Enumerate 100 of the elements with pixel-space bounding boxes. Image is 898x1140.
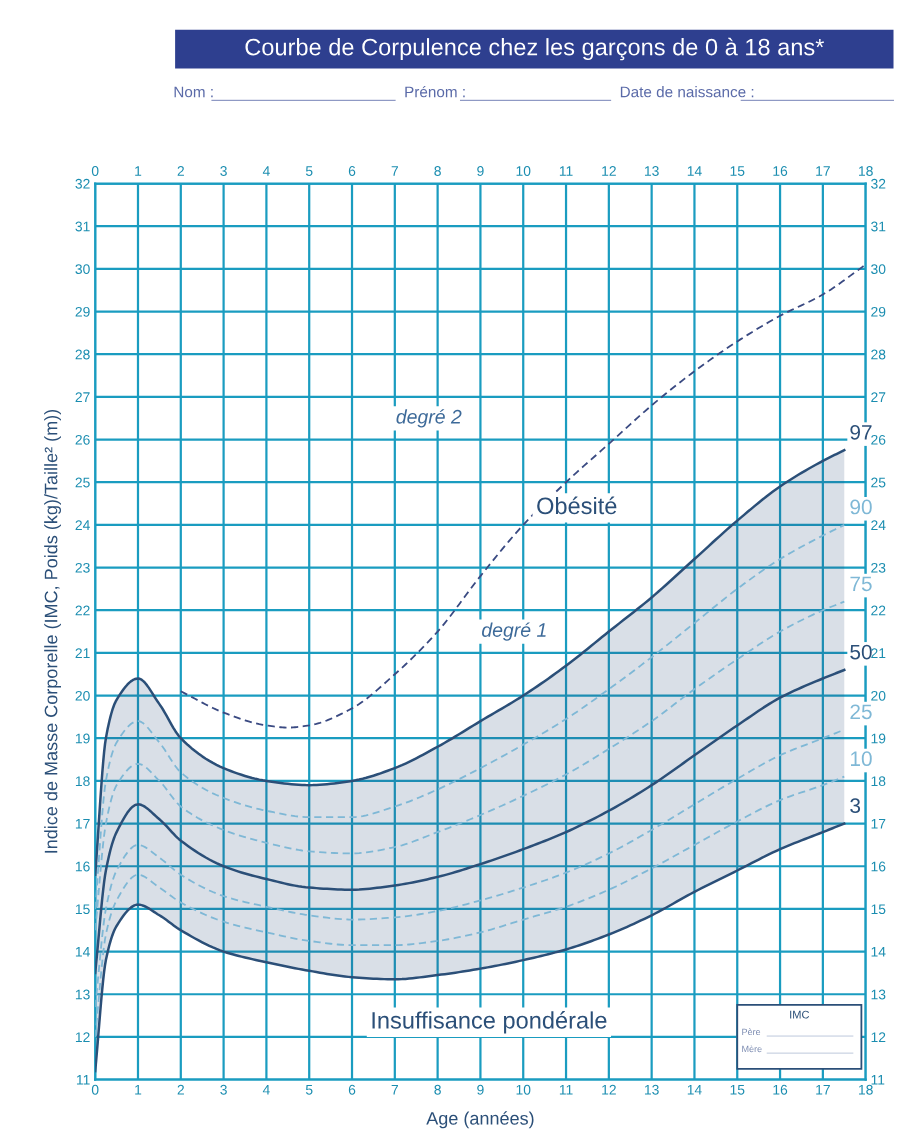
- y-tick-label: 14: [75, 947, 90, 957]
- y2-tick-label: 23: [871, 562, 886, 573]
- annotation: Père: [742, 1028, 761, 1036]
- y2-tick-label: 32: [871, 178, 886, 189]
- y2-tick-label: 15: [871, 904, 886, 915]
- y-tick-label: 19: [75, 733, 90, 744]
- x2-tick-label: 7: [391, 166, 398, 176]
- x2-tick-label: 12: [602, 166, 616, 176]
- annotation: Insuffisance pondérale: [372, 1011, 607, 1034]
- y-tick-label: 22: [75, 605, 90, 616]
- y2-tick-label: 12: [871, 1032, 886, 1042]
- y2-tick-label: 18: [871, 776, 886, 787]
- y-tick-label: 13: [75, 989, 90, 1000]
- x-tick-label: 13: [644, 1084, 659, 1095]
- x2-tick-label: 14: [687, 166, 702, 176]
- y2-tick-label: 22: [871, 605, 886, 616]
- y2-tick-label: 29: [871, 306, 886, 317]
- text: Prénom :: [405, 85, 465, 98]
- x-tick-label: 4: [262, 1084, 270, 1095]
- y2-tick-label: 16: [871, 861, 886, 872]
- x2-tick-label: 6: [348, 166, 356, 176]
- annotation: IMC: [790, 1010, 810, 1019]
- y-tick-label: 21: [75, 648, 90, 658]
- annotation: degré 1: [482, 622, 546, 641]
- x2-tick-label: 4: [262, 166, 270, 176]
- x-tick-label: 2: [177, 1084, 184, 1095]
- x2-tick-label: 18: [859, 166, 873, 176]
- x2-tick-label: 11: [559, 166, 573, 176]
- text: Date de naissance :: [620, 86, 754, 98]
- y2-tick-label: 21: [871, 648, 886, 658]
- y-tick-label: 11: [76, 1075, 90, 1085]
- series-label: 10: [850, 751, 872, 767]
- x-tick-label: 5: [305, 1084, 313, 1095]
- x2-tick-label: 1: [135, 166, 142, 176]
- x-tick-label: 0: [91, 1084, 99, 1095]
- y2-tick-label: 28: [871, 349, 886, 360]
- x2-tick-label: 0: [91, 166, 99, 176]
- x2-tick-label: 15: [730, 166, 745, 176]
- x-tick-label: 7: [391, 1084, 398, 1095]
- y2-tick-label: 13: [871, 989, 886, 1000]
- x-tick-label: 6: [348, 1084, 356, 1095]
- annotation: degré 2: [396, 409, 462, 428]
- series-label: 97: [850, 424, 872, 440]
- y-tick-label: 17: [75, 819, 90, 829]
- series-label: 90: [850, 499, 872, 515]
- y2-tick-label: 19: [871, 733, 886, 744]
- x2-tick-label: 13: [644, 166, 659, 176]
- y-tick-label: 30: [75, 264, 90, 275]
- y-axis-title: Indice de Masse Corporelle (IMC, Poids (kg)/Taille² (m)): [44, 409, 61, 853]
- x2-tick-label: 5: [305, 166, 313, 176]
- x-tick-label: 15: [730, 1084, 745, 1095]
- series-label: 3: [850, 798, 861, 814]
- x2-tick-label: 9: [477, 166, 484, 176]
- series-label: 75: [850, 576, 872, 592]
- x2-tick-label: 10: [516, 166, 531, 176]
- x-tick-label: 10: [516, 1084, 531, 1095]
- series-label: 25: [850, 704, 872, 720]
- y-tick-label: 23: [75, 562, 90, 573]
- y2-tick-label: 24: [871, 520, 886, 530]
- y2-tick-label: 26: [871, 434, 886, 445]
- annotation: Mère: [742, 1045, 762, 1053]
- y-tick-label: 29: [75, 306, 90, 317]
- y2-tick-label: 14: [871, 947, 886, 957]
- x-tick-label: 9: [477, 1084, 484, 1095]
- x-tick-label: 1: [135, 1084, 142, 1095]
- x2-tick-label: 16: [773, 166, 788, 176]
- x-tick-label: 17: [816, 1084, 830, 1095]
- x2-tick-label: 2: [177, 166, 184, 176]
- y2-tick-label: 25: [871, 477, 886, 488]
- x2-tick-label: 17: [816, 166, 830, 176]
- annotation: Obésité: [537, 496, 617, 515]
- y-tick-label: 15: [75, 904, 90, 915]
- x-tick-label: 14: [687, 1084, 702, 1095]
- x2-tick-label: 8: [434, 166, 441, 176]
- chart-title: Courbe de Corpulence chez les garçons de 0 à 18 ans*: [245, 37, 825, 61]
- y-tick-label: 12: [75, 1032, 90, 1042]
- y-tick-label: 28: [75, 349, 90, 360]
- text: Nom :: [174, 86, 213, 98]
- y-tick-label: 32: [75, 178, 90, 189]
- x-tick-label: 11: [559, 1084, 573, 1095]
- y2-tick-label: 17: [871, 819, 886, 829]
- y-tick-label: 24: [75, 520, 90, 530]
- y-tick-label: 27: [75, 392, 90, 402]
- y-tick-label: 20: [75, 690, 90, 701]
- y-tick-label: 16: [75, 861, 90, 872]
- y2-tick-label: 27: [871, 392, 886, 402]
- x2-tick-label: 3: [220, 166, 227, 176]
- y-tick-label: 25: [75, 477, 90, 488]
- y2-tick-label: 30: [871, 264, 886, 275]
- y-tick-label: 26: [75, 434, 90, 445]
- x-tick-label: 8: [434, 1084, 441, 1095]
- y2-tick-label: 11: [871, 1075, 885, 1085]
- x-tick-label: 3: [220, 1084, 227, 1095]
- y-tick-label: 18: [75, 776, 90, 787]
- y2-tick-label: 20: [871, 690, 886, 701]
- x-tick-label: 12: [602, 1084, 616, 1095]
- x-axis-title: Age (années): [426, 1111, 534, 1129]
- y2-tick-label: 31: [871, 221, 886, 232]
- y-tick-label: 31: [75, 221, 90, 232]
- series-label: 50: [850, 644, 872, 660]
